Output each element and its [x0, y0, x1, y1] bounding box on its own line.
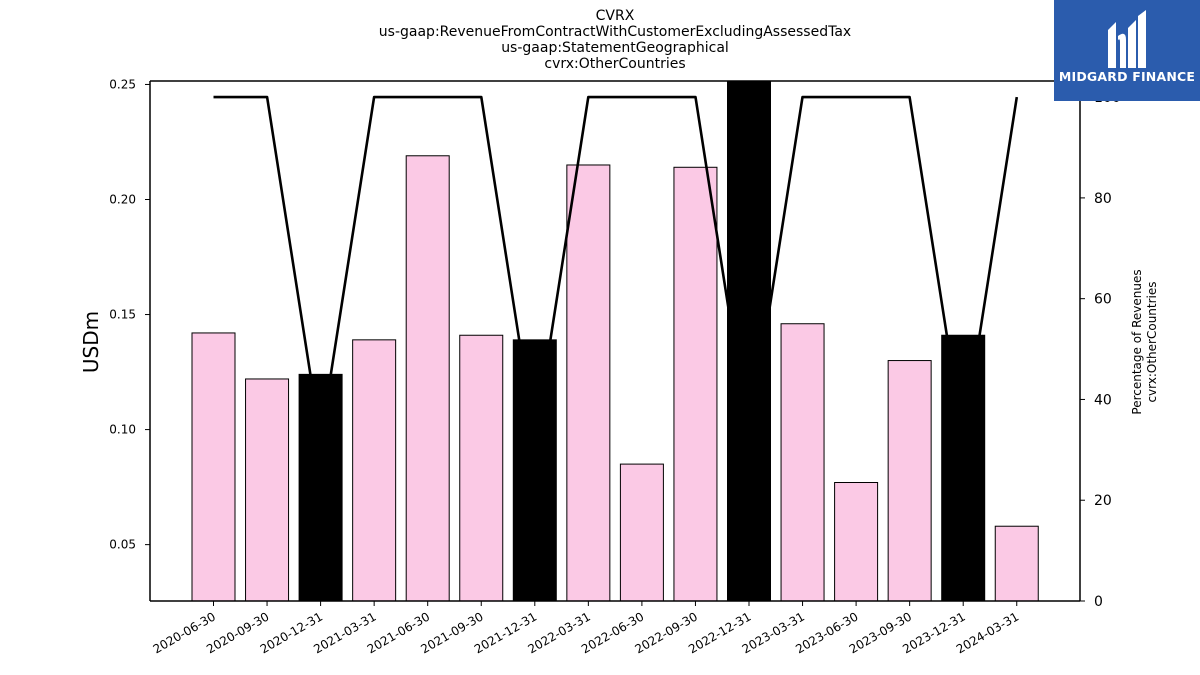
percentage-line-group	[213, 95, 1019, 442]
bar-2024-03-31	[994, 525, 1039, 601]
bar-2021-03-31	[352, 339, 397, 601]
y-tick-label-left: 0.05	[109, 538, 136, 552]
bar-2022-03-31	[566, 164, 611, 601]
bar-2021-12-31	[512, 339, 557, 601]
y-tick-label-left: 0.10	[109, 423, 136, 437]
title-line: us-gaap:StatementGeographical	[501, 40, 729, 56]
y-tick-label-left: 0.25	[109, 77, 136, 91]
bar-2020-12-31	[298, 373, 343, 601]
axes-group	[149, 80, 1081, 602]
bar-2022-06-30	[619, 463, 664, 601]
x-axis-ticks: 2020-06-302020-09-302020-12-312021-03-31…	[151, 601, 1021, 656]
midgard-finance-logo: MIDGARD FINANCE	[1054, 0, 1200, 101]
bar-2023-09-30	[887, 360, 932, 601]
title-line: cvrx:OtherCountries	[544, 56, 685, 72]
y-tick-label-right: 60	[1094, 292, 1112, 308]
y-tick-label-right: 80	[1094, 191, 1112, 207]
y-tick-label-left: 0.20	[109, 192, 136, 206]
bar-2020-06-30	[191, 332, 236, 601]
bar-2020-09-30	[245, 378, 290, 601]
bar-2023-03-31	[780, 323, 825, 601]
title-line: us-gaap:RevenueFromContractWithCustomerE…	[379, 24, 851, 40]
logo-text: MIDGARD FINANCE	[1058, 69, 1196, 84]
y-axis-label-right-line: Percentage of Revenues	[1130, 269, 1144, 414]
y-axis-label-right-line: cvrx:OtherCountries	[1145, 281, 1159, 402]
bar-2021-09-30	[459, 334, 504, 601]
logo-mark-icon	[1108, 10, 1146, 68]
title-line: CVRX	[596, 8, 635, 24]
y-axis-label-left: USDm	[79, 311, 103, 373]
percentage-line	[213, 95, 1019, 442]
y-tick-label-right: 20	[1094, 493, 1112, 509]
bar-2023-12-31	[941, 334, 986, 601]
bar-2023-06-30	[834, 482, 879, 601]
chart-title: CVRXus-gaap:RevenueFromContractWithCusto…	[379, 8, 851, 72]
y-tick-label-left: 0.15	[109, 308, 136, 322]
left-y-axis-ticks: 0.05 0.10 0.15 0.20 0.25	[109, 77, 150, 552]
y-tick-label-right: 0	[1094, 594, 1103, 610]
bar-2022-12-31	[727, 81, 771, 601]
y-axis-label-right: Percentage of Revenues cvrx:OtherCountrie…	[1130, 269, 1159, 414]
bar-2021-06-30	[405, 155, 450, 601]
bar-2022-09-30	[673, 166, 718, 601]
right-y-axis-ticks: 020406080100	[1080, 90, 1121, 610]
y-tick-label-right: 40	[1094, 392, 1112, 408]
